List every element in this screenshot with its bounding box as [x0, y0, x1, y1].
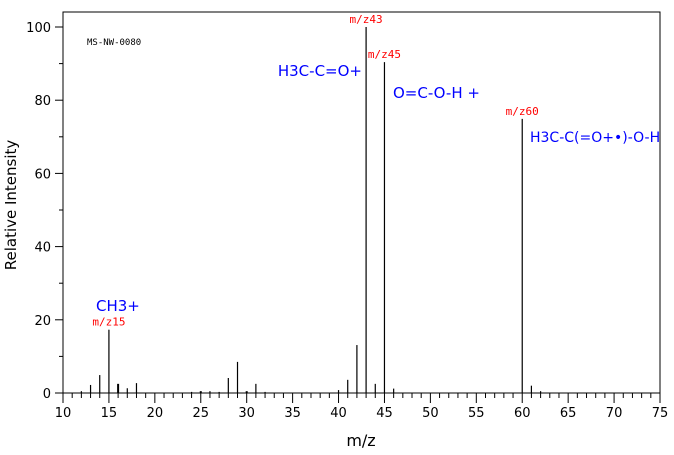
plot-frame [62, 11, 661, 394]
y-tick-label: 80 [34, 94, 51, 109]
x-tick-label: 50 [422, 406, 439, 421]
x-tick-label: 35 [284, 406, 301, 421]
peak-label-60: m/z60 [506, 105, 539, 118]
x-axis-label: m/z [346, 431, 375, 450]
y-axis-label: Relative Intensity [2, 140, 20, 271]
peak-label-15: m/z15 [92, 316, 125, 329]
x-tick-label: 55 [468, 406, 485, 421]
x-tick-label: 25 [192, 406, 209, 421]
peak-label-43: m/z43 [350, 13, 383, 26]
x-tick-label: 65 [560, 406, 577, 421]
y-tick-label: 40 [34, 241, 51, 256]
peak-label-45: m/z45 [368, 48, 401, 61]
y-tick-label: 60 [34, 167, 51, 182]
fragment-structure-60: H3C-C(=O+•)-O-H [530, 130, 660, 146]
x-tick-label: 75 [652, 406, 669, 421]
x-tick-label: 20 [147, 406, 164, 421]
y-tick-label: 20 [34, 314, 51, 329]
x-tick-label: 70 [606, 406, 623, 421]
x-tick-label: 30 [238, 406, 255, 421]
x-tick-label: 45 [376, 406, 393, 421]
x-tick-label: 10 [55, 406, 72, 421]
x-tick-label: 40 [330, 406, 347, 421]
spectrum-id: MS-NW-0080 [87, 38, 141, 48]
fragment-structure-45: O=C-O-H + [393, 84, 480, 102]
y-tick-label: 100 [26, 21, 51, 36]
x-tick-label: 60 [514, 406, 531, 421]
fragment-structure-15: CH3+ [96, 297, 140, 315]
x-tick-label: 15 [101, 406, 118, 421]
fragment-structure-43: H3C-C=O+ [278, 62, 362, 80]
y-tick-label: 0 [43, 387, 51, 402]
